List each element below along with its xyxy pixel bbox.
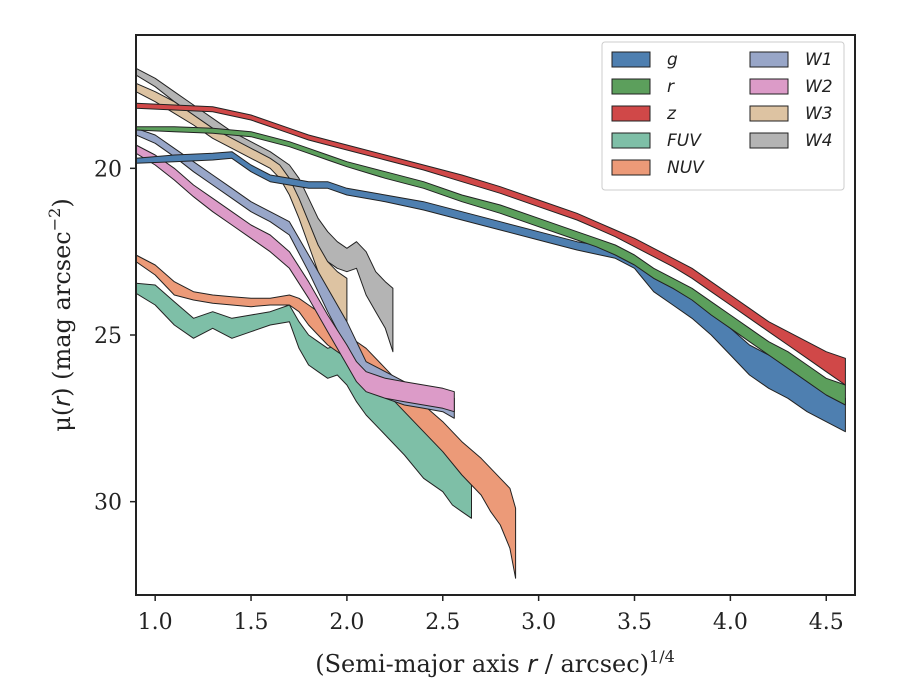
y-axis-label-var: r (48, 395, 76, 407)
legend-swatch-fuv (611, 132, 651, 149)
x-axis-label: (Semi-major axis r / arcsec)1/4 (315, 647, 675, 678)
y-tick-label: 20 (94, 157, 122, 182)
legend-swatch-w3 (749, 105, 789, 122)
x-tick-label: 3.0 (521, 610, 556, 635)
profile-bands (136, 67, 846, 579)
x-axis-ticks: 1.0 1.5 2.0 2.5 3.0 3.5 4.0 4.5 (138, 595, 844, 635)
legend-label-fuv: FUV (667, 131, 702, 151)
y-tick-label: 25 (94, 324, 122, 349)
y-axis-label-pre: μ( (48, 407, 76, 432)
band-g (136, 151, 846, 433)
y-axis-label-mid: ) (mag arcsec (48, 231, 76, 397)
legend: grz FUV NUV W1 W2 W3 W4 (601, 41, 845, 191)
legend-label-w4: W4 (805, 131, 833, 151)
legend-swatch-nuv (611, 159, 651, 176)
x-tick-label: 3.5 (617, 610, 652, 635)
legend-swatch-r (611, 78, 651, 95)
x-axis-label-unit: / arcsec) (537, 650, 649, 678)
y-axis-label: μ(r) (mag arcsec−2) (45, 198, 76, 431)
legend-swatch-w4 (749, 132, 789, 149)
x-tick-label: 1.0 (138, 610, 173, 635)
y-axis-ticks: 20 25 30 (94, 157, 136, 516)
x-tick-label: 4.5 (809, 610, 844, 635)
band-z (136, 102, 846, 386)
plot-frame (135, 34, 856, 596)
y-tick-label: 30 (94, 491, 122, 516)
legend-label-w2: W2 (805, 77, 833, 97)
y-axis-label-sup: −2 (45, 208, 64, 232)
band-r (136, 126, 846, 406)
legend-swatch-g (611, 51, 651, 68)
x-tick-label: 2.0 (329, 610, 364, 635)
x-tick-label: 4.0 (713, 610, 748, 635)
x-axis-label-var: r (527, 650, 539, 678)
band-w2 (136, 144, 455, 413)
legend-label-nuv: NUV (667, 158, 705, 178)
legend-swatch-w2 (749, 78, 789, 95)
x-axis-label-sup: 1/4 (649, 647, 675, 666)
legend-label-w1: W1 (805, 50, 833, 70)
legend-label-g: g (667, 50, 678, 70)
legend-label-z: z (666, 104, 677, 124)
legend-label-w3: W3 (805, 104, 833, 124)
legend-swatch-w1 (749, 51, 789, 68)
x-axis-label-main: (Semi-major axis (315, 650, 527, 678)
x-tick-label: 1.5 (234, 610, 269, 635)
legend-swatch-z (611, 105, 651, 122)
band-nuv (136, 254, 517, 579)
y-axis-label-post: ) (48, 198, 76, 207)
legend-label-r: r (667, 77, 675, 97)
x-tick-label: 2.5 (425, 610, 460, 635)
